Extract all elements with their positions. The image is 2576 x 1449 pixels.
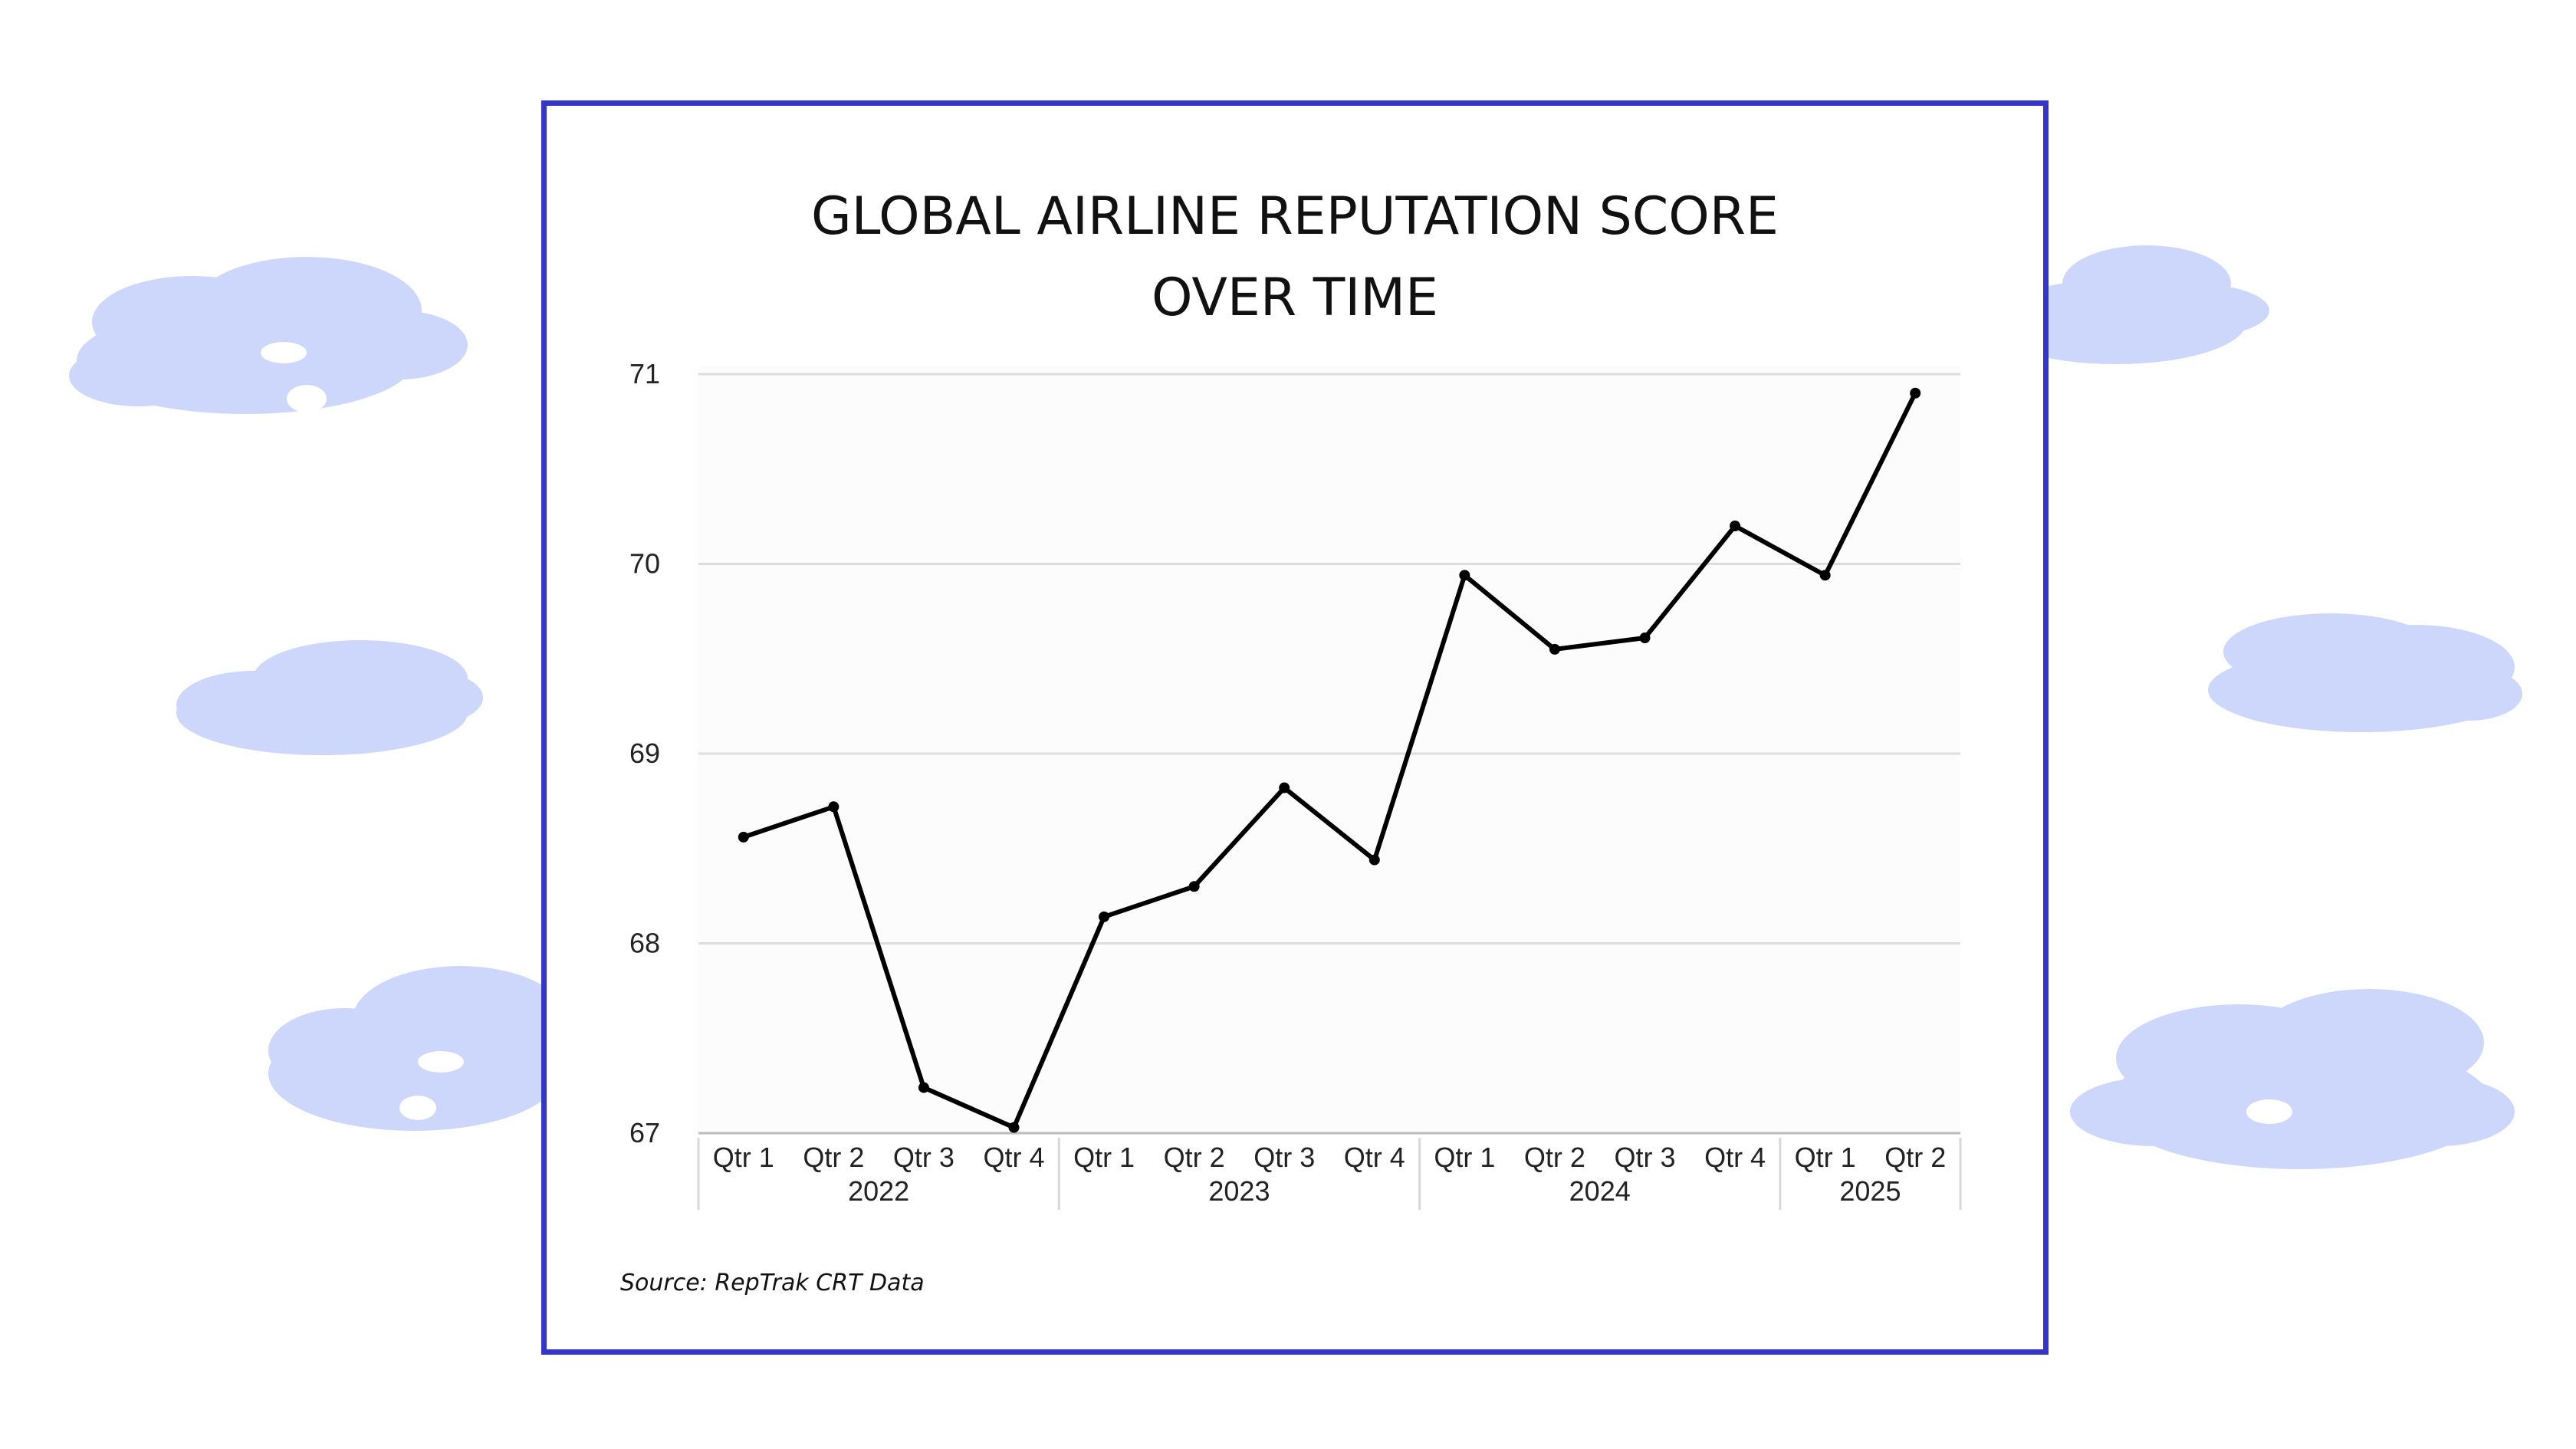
x-tick-label: Qtr 2 bbox=[1524, 1142, 1585, 1173]
y-axis-ticks: 67 68 69 70 71 bbox=[629, 358, 660, 1148]
x-tick-label: Qtr 1 bbox=[1073, 1142, 1135, 1173]
series-line bbox=[741, 390, 1918, 1130]
x-tick-label: Qtr 3 bbox=[1614, 1142, 1675, 1173]
y-tick-label: 69 bbox=[629, 738, 660, 769]
cloud-left-middle bbox=[176, 640, 483, 755]
plot-area bbox=[698, 366, 1960, 1133]
data-point bbox=[1819, 570, 1831, 581]
data-point bbox=[1279, 782, 1290, 794]
x-tick-label: Qtr 1 bbox=[1434, 1142, 1495, 1173]
x-year-label: 2023 bbox=[1208, 1175, 1270, 1207]
data-point bbox=[918, 1082, 929, 1093]
data-point bbox=[1188, 881, 1200, 892]
data-point bbox=[738, 831, 749, 843]
y-tick-label: 68 bbox=[629, 928, 660, 959]
x-year-label: 2022 bbox=[848, 1175, 909, 1207]
x-tick-label: Qtr 2 bbox=[803, 1142, 864, 1173]
chart-title: GLOBAL AIRLINE REPUTATION SCORE OVER TIM… bbox=[547, 176, 2043, 339]
cloud-right-bottom bbox=[2070, 989, 2515, 1169]
x-tick-label: Qtr 4 bbox=[1344, 1142, 1405, 1173]
cloud-left-top bbox=[69, 257, 468, 414]
x-tick-label: Qtr 2 bbox=[1884, 1142, 1946, 1173]
x-tick-label: Qtr 4 bbox=[1704, 1142, 1766, 1173]
y-tick-label: 71 bbox=[629, 358, 660, 389]
data-point bbox=[1368, 854, 1380, 866]
cloud-right-middle bbox=[2208, 613, 2522, 732]
x-tick-label: Qtr 2 bbox=[1164, 1142, 1225, 1173]
x-axis: Qtr 1 Qtr 2 Qtr 3 Qtr 4 Qtr 1 Qtr 2 Qtr 3 Qtr 4… bbox=[697, 1138, 1962, 1210]
chart-title-line-2: OVER TIME bbox=[1152, 268, 1438, 328]
series-line-layer bbox=[741, 390, 1918, 1130]
data-point bbox=[1910, 387, 1921, 399]
cloud-left-bottom bbox=[268, 966, 567, 1131]
gridlines bbox=[698, 373, 1960, 1135]
data-point bbox=[1639, 632, 1651, 644]
data-point bbox=[1549, 643, 1560, 655]
x-year-label: 2025 bbox=[1839, 1175, 1901, 1207]
data-point bbox=[1730, 521, 1741, 531]
x-tick-label: Qtr 1 bbox=[1795, 1142, 1856, 1173]
data-point bbox=[1459, 570, 1470, 581]
data-point bbox=[1099, 911, 1110, 922]
x-year-label: 2024 bbox=[1569, 1175, 1631, 1207]
chart-title-line-1: GLOBAL AIRLINE REPUTATION SCORE bbox=[810, 186, 1779, 247]
x-tick-label: Qtr 4 bbox=[983, 1142, 1044, 1173]
x-tick-label: Qtr 3 bbox=[1254, 1142, 1315, 1173]
y-tick-label: 70 bbox=[629, 548, 660, 580]
data-points bbox=[738, 387, 1921, 1133]
data-point bbox=[1008, 1122, 1020, 1133]
data-point bbox=[828, 801, 840, 813]
x-tick-label: Qtr 1 bbox=[713, 1142, 774, 1173]
x-tick-label: Qtr 3 bbox=[893, 1142, 955, 1173]
y-tick-label: 67 bbox=[629, 1117, 660, 1148]
cloud-right-top bbox=[1986, 245, 2269, 364]
source-note: Source: RepTrak CRT Data bbox=[620, 1270, 925, 1296]
chart-frame: GLOBAL AIRLINE REPUTATION SCORE OVER TIM… bbox=[541, 100, 2049, 1355]
